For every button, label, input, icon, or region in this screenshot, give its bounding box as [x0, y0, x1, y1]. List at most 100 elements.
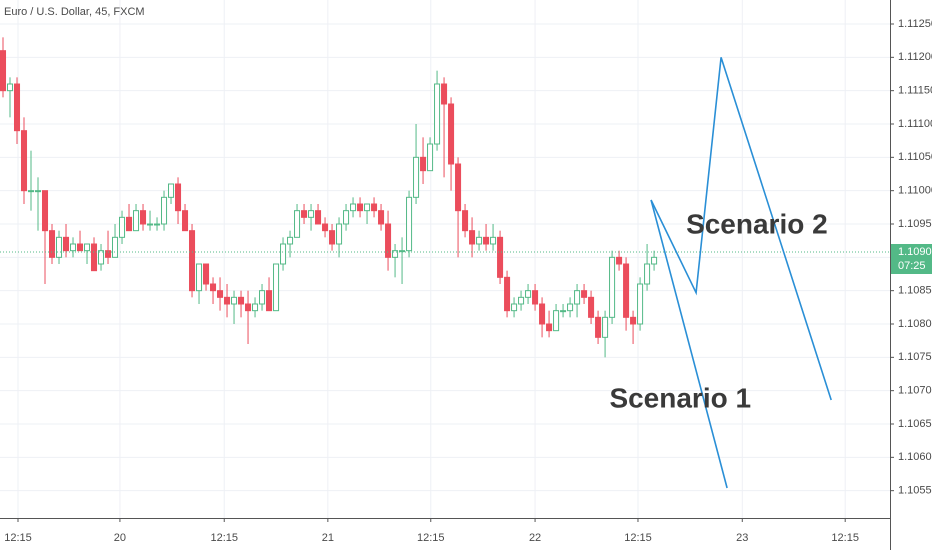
candle-body	[308, 210, 315, 218]
scenario-label: Scenario 1	[609, 382, 751, 413]
candle-body	[20, 130, 28, 192]
candle-body	[336, 223, 343, 245]
candle-body	[413, 156, 420, 198]
x-tick-label: 20	[114, 532, 126, 544]
candle-body	[119, 216, 126, 238]
candle-body	[448, 103, 455, 165]
candle-body	[238, 296, 245, 305]
candle-body	[259, 290, 266, 305]
candle-body	[371, 203, 378, 212]
y-tick-label: 1.11150	[898, 85, 932, 97]
candle-body	[567, 303, 574, 312]
candle-body	[476, 236, 483, 245]
y-tick-label: 1.11050	[898, 151, 932, 163]
candle-body	[175, 183, 182, 212]
scenario-line	[650, 199, 728, 489]
candle-body	[581, 290, 588, 298]
candle-body	[623, 263, 630, 318]
candle-body	[630, 316, 637, 325]
y-tick-label: 1.10850	[898, 285, 932, 297]
y-tick-label: 1.10950	[898, 218, 932, 230]
candle-body	[497, 236, 504, 278]
candle-body	[378, 210, 385, 225]
y-tick-label: 1.10600	[898, 451, 932, 463]
candle-body	[553, 310, 560, 332]
x-tick-label: 21	[322, 532, 334, 544]
candle-body	[97, 250, 105, 265]
candle-body	[294, 210, 301, 238]
candle-body	[182, 210, 189, 232]
candle-body	[126, 216, 133, 232]
candle-body	[462, 210, 469, 232]
candle-body	[27, 190, 35, 193]
x-tick-label: 23	[736, 532, 748, 544]
candle-body	[364, 203, 371, 212]
candle-body	[392, 250, 399, 258]
x-tick-label: 12:15	[210, 532, 238, 544]
candle-body	[252, 303, 259, 312]
candle-body	[420, 156, 427, 172]
candle-body	[140, 210, 147, 225]
y-tick-label: 1.10700	[898, 385, 932, 397]
last-price-box	[891, 244, 932, 274]
candle-body	[105, 250, 112, 258]
candle-body	[546, 323, 553, 332]
candle-body	[189, 230, 196, 292]
y-tick-label: 1.10750	[898, 351, 932, 363]
candle-body	[602, 316, 609, 338]
candle-body	[350, 203, 357, 212]
candle-body	[273, 263, 280, 312]
candle-body	[483, 236, 490, 245]
x-tick-label: 12:15	[831, 532, 859, 544]
candle-body	[287, 236, 294, 245]
candle-body	[637, 283, 644, 325]
y-tick-label: 1.11250	[898, 18, 932, 30]
candle-body	[525, 290, 532, 298]
candle-body	[441, 83, 448, 105]
candle-body	[48, 230, 56, 258]
x-tick-label: 12:15	[417, 532, 445, 544]
candle-body	[644, 263, 651, 285]
candle-body	[203, 263, 210, 285]
y-tick-label: 1.10800	[898, 318, 932, 330]
candle-body	[588, 296, 595, 318]
candle-body	[539, 303, 546, 325]
candle-body	[69, 243, 77, 252]
candle-body	[343, 210, 350, 225]
candle-body	[427, 143, 434, 172]
candle-body	[504, 276, 511, 312]
candle-body	[41, 190, 49, 232]
y-tick-label: 1.10550	[898, 485, 932, 497]
y-tick-label: 1.11200	[898, 51, 932, 63]
candle-body	[161, 196, 168, 225]
countdown-label: 07:25	[898, 260, 926, 272]
scenario-line	[650, 57, 832, 401]
candle-body	[315, 210, 322, 225]
last-price-label: 1.10908	[898, 246, 932, 258]
candle-body	[83, 243, 91, 252]
candle-body	[595, 316, 602, 338]
x-tick-label: 12:15	[624, 532, 652, 544]
candle-body	[133, 210, 140, 232]
chart-title: Euro / U.S. Dollar, 45, FXCM	[4, 6, 145, 18]
candle-body	[168, 183, 175, 198]
candle-body	[434, 83, 441, 145]
candle-body	[224, 296, 231, 305]
scenario-label: Scenario 2	[686, 208, 828, 239]
candle-body	[385, 223, 392, 258]
candle-body	[13, 83, 21, 132]
candle-body	[357, 203, 364, 212]
candle-body	[231, 296, 238, 305]
candle-body	[90, 243, 98, 272]
candle-body	[217, 290, 224, 298]
candle-body	[196, 263, 203, 292]
candle-body	[651, 256, 658, 265]
candle-body	[490, 236, 497, 245]
y-tick-label: 1.11000	[898, 185, 932, 197]
candle-body	[55, 236, 63, 258]
candle-body	[518, 296, 525, 305]
candle-body	[76, 243, 84, 252]
candle-body	[34, 190, 42, 193]
